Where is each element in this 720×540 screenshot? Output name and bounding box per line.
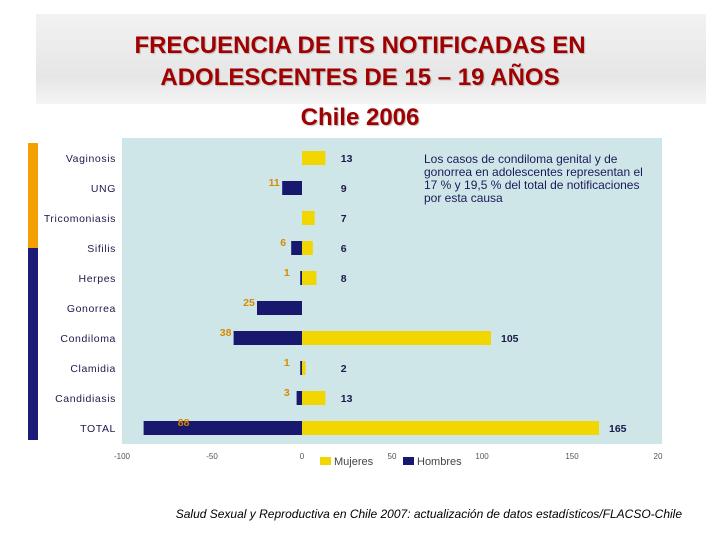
value-label-hombres: 1	[284, 267, 290, 279]
legend-label-hombres: Hombres	[417, 456, 462, 468]
annotation-note: Los casos de condiloma genital y de gono…	[424, 152, 643, 205]
category-label: UNG	[91, 183, 116, 195]
value-label-mujeres: 13	[341, 153, 353, 165]
x-tick-label: 0	[300, 452, 305, 461]
category-label: Vaginosis	[66, 153, 116, 165]
value-label-hombres: 88	[178, 417, 190, 429]
value-label-hombres: 38	[220, 327, 232, 339]
value-label-mujeres: 105	[501, 333, 519, 345]
category-label: Tricomoniasis	[44, 213, 116, 225]
bar-hombres	[257, 301, 302, 315]
value-label-mujeres: 7	[341, 213, 347, 225]
value-label-hombres: 11	[269, 177, 280, 189]
value-label-mujeres: 9	[341, 183, 347, 195]
bar-hombres	[300, 361, 302, 375]
category-label: TOTAL	[80, 423, 116, 435]
bar-hombres	[282, 181, 302, 195]
category-label: Clamidia	[70, 363, 116, 375]
source-citation: Salud Sexual y Reproductiva en Chile 200…	[175, 507, 682, 521]
category-label: Condiloma	[60, 333, 116, 345]
bar-mujeres	[302, 151, 326, 165]
value-label-hombres: 3	[284, 387, 290, 399]
bar-mujeres	[302, 211, 315, 225]
value-label-mujeres: 13	[341, 393, 353, 405]
bar-hombres	[143, 421, 302, 435]
bar-mujeres	[302, 331, 491, 345]
bar-mujeres	[302, 241, 313, 255]
bar-hombres	[300, 271, 302, 285]
category-label: Gonorrea	[67, 303, 116, 315]
x-tick-label: -50	[206, 452, 218, 461]
x-tick-label: 50	[388, 452, 397, 461]
category-label: Candidiasis	[55, 393, 116, 405]
bar-hombres	[291, 241, 302, 255]
value-label-hombres: 1	[284, 357, 290, 369]
chart-title-line-2: ADOLESCENTES DE 15 – 19 AÑOS	[160, 64, 560, 91]
x-tick-label: 100	[475, 452, 489, 461]
plot-area	[122, 138, 662, 444]
value-label-hombres: 25	[243, 297, 255, 309]
bar-hombres	[233, 331, 302, 345]
bar-mujeres	[302, 391, 326, 405]
x-tick-label: 150	[565, 452, 579, 461]
value-label-mujeres: 165	[609, 423, 627, 435]
accent-strip-navy	[28, 248, 38, 440]
value-label-mujeres: 2	[341, 363, 347, 375]
legend-swatch-mujeres	[320, 457, 331, 465]
category-label: Herpes	[79, 273, 116, 285]
bar-mujeres	[302, 361, 306, 375]
bar-hombres	[296, 391, 302, 405]
value-label-hombres: 6	[280, 237, 286, 249]
legend-label-mujeres: Mujeres	[334, 456, 374, 468]
value-label-mujeres: 6	[341, 243, 347, 255]
bar-mujeres	[302, 271, 317, 285]
x-tick-label: 20	[654, 452, 663, 461]
x-tick-label: -100	[114, 452, 131, 461]
accent-strip-orange	[28, 143, 38, 248]
chart-title-year: Chile 2006	[300, 104, 420, 131]
bar-mujeres	[302, 421, 599, 435]
title-band	[36, 14, 706, 104]
legend-swatch-hombres	[403, 457, 414, 465]
value-label-mujeres: 8	[341, 273, 347, 285]
chart-title-line-1: FRECUENCIA DE ITS NOTIFICADAS EN	[134, 32, 586, 59]
category-label: Sifilis	[87, 243, 116, 255]
